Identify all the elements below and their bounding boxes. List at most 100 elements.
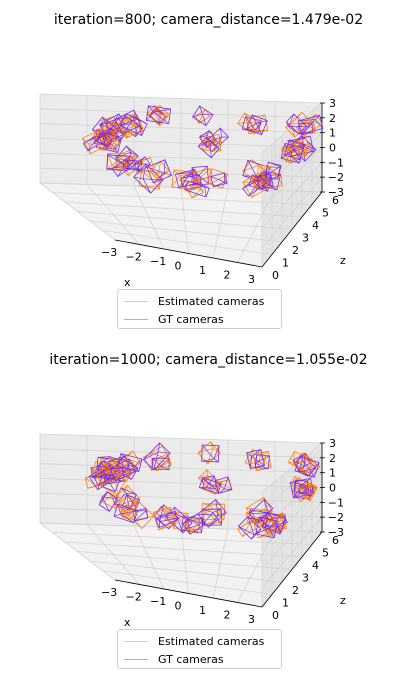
estimated-camera-edge (121, 115, 134, 125)
gt-camera-edge (101, 496, 110, 512)
gt-camera-edge (146, 166, 165, 174)
legend-label: GT cameras (158, 312, 224, 326)
estimated-camera-edge (302, 452, 311, 461)
gt-camera-edge (266, 174, 281, 184)
gt-camera-edge (137, 156, 146, 164)
gt-camera-edge (304, 462, 311, 467)
z-tick-label: 5 (322, 207, 329, 220)
estimated-camera-edge (245, 118, 250, 131)
estimated-camera-edge (212, 144, 221, 152)
estimated-camera-edge (169, 507, 173, 523)
floor-pane (40, 183, 322, 267)
legend-item: Estimated cameras (124, 293, 264, 309)
y-tick-label: 3 (329, 437, 336, 450)
chart-panel-2: iteration=1000; camera_distance=1.055e-0… (0, 340, 417, 680)
gt-camera-edge (256, 120, 268, 124)
gt-camera-edge (259, 184, 270, 190)
gt-camera-edge (213, 458, 219, 463)
gt-camera-edge (136, 161, 142, 171)
x-tick-label: −1 (150, 255, 166, 268)
gt-camera-edge (161, 466, 170, 470)
gt-camera-edge (153, 108, 171, 113)
legend-item: GT cameras (124, 311, 224, 327)
gt-camera-edge (294, 470, 312, 473)
estimated-camera-edge (157, 186, 160, 190)
gt-camera-edge (248, 178, 262, 197)
gt-camera-edge (191, 169, 196, 173)
estimated-camera-edge (123, 124, 135, 134)
gt-camera-edge (134, 509, 147, 522)
x-axis-label: x (124, 276, 131, 289)
gt-camera-edge (187, 174, 202, 184)
estimated-camera-edge (198, 475, 208, 479)
estimated-camera-edge (300, 485, 317, 487)
gt-camera-edge (264, 518, 274, 529)
gt-camera-edge (287, 153, 300, 164)
chart-panel-1: iteration=800; camera_distance=1.479e-02… (0, 0, 417, 340)
estimated-camera-edge (202, 140, 214, 146)
gt-camera-edge (293, 484, 303, 498)
legend-swatch-gt (124, 318, 148, 320)
gt-camera-edge (201, 478, 210, 485)
gt-camera-edge (251, 114, 257, 124)
x-axis-line (114, 579, 263, 608)
legend-swatch-estimated (124, 640, 148, 642)
gt-camera-edge (268, 508, 274, 513)
estimated-camera-edge (160, 506, 163, 510)
estimated-camera-edge (258, 530, 272, 539)
legend-label: GT cameras (158, 652, 224, 666)
estimated-camera-edge (179, 172, 198, 176)
gt-camera-edge (257, 176, 270, 185)
gt-camera-edge (125, 113, 139, 120)
gt-camera-edge (138, 118, 142, 136)
gt-camera-edge (157, 442, 160, 452)
gt-camera-edge (224, 476, 229, 490)
estimated-camera-edge (244, 462, 250, 466)
gt-camera-edge (109, 456, 120, 461)
estimated-camera (115, 450, 141, 475)
gt-camera-edge (212, 512, 222, 526)
z-tick-label: 5 (322, 547, 329, 560)
y-tick-label: −1 (328, 496, 344, 509)
gt-camera-edge (107, 478, 125, 482)
gt-camera-edge (135, 123, 139, 137)
gt-camera-edge (192, 113, 203, 118)
gt-camera-edge (110, 117, 120, 130)
estimated-camera-edge (127, 463, 137, 469)
gt-camera-edge (224, 488, 232, 490)
estimated-camera-edge (184, 522, 198, 534)
gt-camera-edge (153, 451, 159, 470)
estimated-camera-edge (150, 445, 163, 454)
gt-camera-edge (107, 154, 126, 167)
gt-camera-edge (133, 176, 144, 180)
gt-camera-edge (182, 518, 188, 525)
y-tick-label: −1 (328, 156, 344, 169)
gt-camera-edge (153, 111, 169, 124)
gt-camera-edge (158, 451, 171, 454)
gridline (261, 457, 323, 512)
estimated-camera-edge (242, 520, 252, 537)
estimated-camera-edge (258, 172, 262, 183)
estimated-camera-edge (204, 519, 217, 525)
estimated-camera-edge (172, 522, 176, 525)
gt-camera-edge (295, 480, 308, 493)
estimated-camera-edge (288, 461, 294, 464)
gt-camera-edge (212, 136, 222, 152)
estimated-camera-edge (260, 455, 272, 468)
gt-camera-edge (288, 125, 307, 128)
gt-camera-edge (301, 135, 304, 145)
estimated-camera-edge (254, 181, 265, 188)
gt-camera-edge (125, 156, 129, 167)
gt-camera-edge (314, 119, 324, 129)
gt-camera-edge (280, 153, 288, 159)
gt-camera-edge (202, 113, 214, 116)
z-axis-label: z (340, 254, 346, 267)
estimated-camera-edge (197, 448, 214, 454)
gt-camera-edge (87, 135, 100, 151)
legend: Estimated cameras GT cameras (117, 629, 282, 669)
gt-camera-edge (213, 445, 220, 459)
gt-camera-edge (199, 105, 203, 115)
estimated-camera-edge (112, 461, 115, 467)
gt-camera-edge (143, 451, 159, 461)
